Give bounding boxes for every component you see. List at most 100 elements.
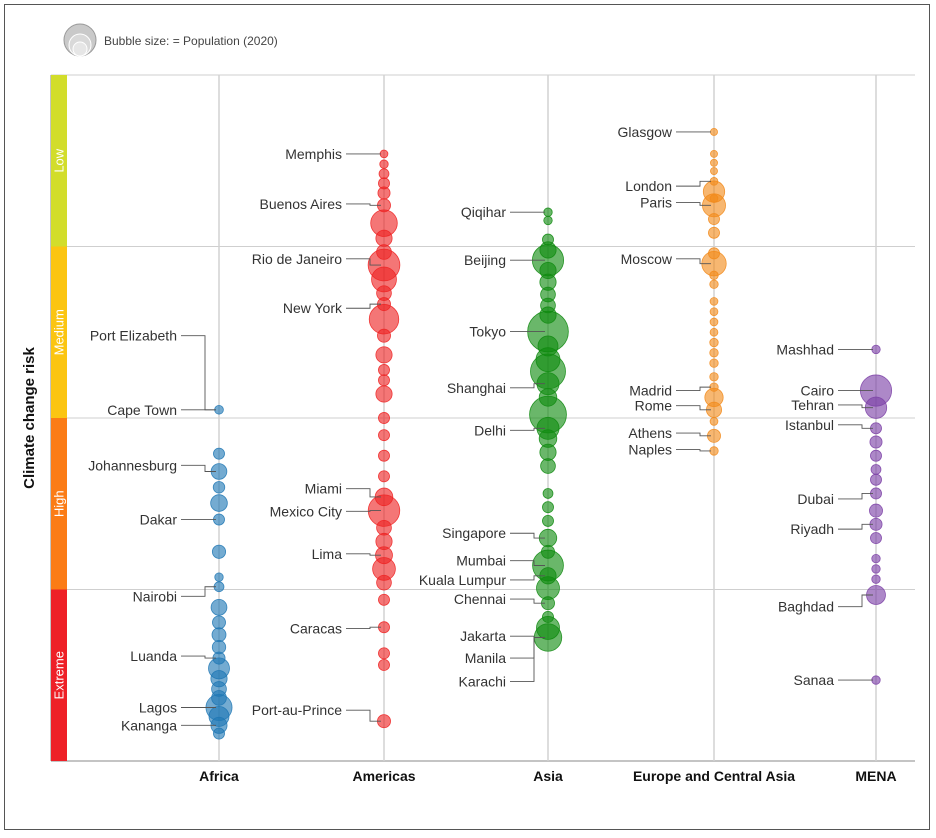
bubble	[708, 226, 720, 239]
bubble	[871, 553, 881, 564]
bubble	[709, 358, 719, 368]
bubble	[710, 167, 718, 175]
bubble	[709, 270, 719, 280]
leader-line	[510, 598, 545, 604]
city-label: Madrid	[629, 383, 672, 399]
leader-line	[346, 626, 381, 630]
city-label: Dubai	[797, 491, 834, 507]
bubble	[376, 519, 392, 536]
city-label: Mexico City	[270, 503, 342, 519]
city-label: Cape Town	[107, 402, 177, 418]
region-label: Africa	[199, 768, 239, 784]
region-label: Americas	[352, 768, 415, 784]
bubble	[869, 503, 883, 518]
bubble	[213, 447, 225, 460]
bubble	[869, 435, 883, 449]
city-label: Manila	[465, 650, 506, 666]
risk-bands: Low Medium High Extreme	[51, 75, 67, 761]
bubble	[376, 244, 392, 260]
band-label-low: Low	[52, 148, 67, 172]
leader-line	[676, 405, 711, 411]
city-label: Buenos Aires	[260, 196, 343, 212]
bubble	[709, 177, 719, 186]
bubble	[378, 647, 390, 660]
bubble	[375, 229, 393, 247]
bubble	[710, 149, 718, 158]
city-label: Lagos	[139, 699, 177, 715]
leader-line	[346, 488, 381, 498]
leader-line	[181, 586, 216, 597]
bubble	[378, 374, 390, 387]
leader-line	[676, 202, 711, 206]
bubble	[709, 307, 719, 316]
bubble	[375, 346, 393, 364]
leader-line	[510, 560, 545, 566]
bubble	[709, 327, 719, 337]
bubble	[542, 501, 554, 514]
leader-line	[346, 258, 381, 266]
band-high	[51, 418, 67, 590]
city-label: Kuala Lumpur	[419, 572, 507, 588]
bubble	[871, 574, 881, 584]
chart-frame	[4, 4, 930, 830]
leader-line	[181, 464, 216, 472]
bubble	[375, 532, 393, 551]
bubble	[543, 207, 553, 217]
leader-line	[838, 424, 873, 429]
band-low	[51, 75, 67, 247]
city-label: Sanaa	[794, 672, 835, 688]
leader-line	[676, 449, 711, 452]
city-label: Qiqihar	[461, 204, 506, 220]
leader-line	[181, 335, 216, 411]
city-label: Nairobi	[133, 588, 177, 604]
y-axis-title: Climate change risk	[21, 346, 38, 488]
city-label: Miami	[305, 481, 342, 497]
leader-line	[510, 532, 545, 539]
bubble	[540, 297, 556, 314]
bubble	[375, 385, 393, 403]
leader-line	[676, 386, 711, 392]
city-label: Singapore	[442, 525, 506, 541]
bubble	[542, 233, 554, 246]
region-bubbles-0	[205, 404, 233, 740]
bubble	[710, 158, 718, 167]
leader-line	[181, 655, 216, 659]
bubble	[214, 572, 224, 582]
bubble	[211, 690, 227, 706]
bubble	[379, 159, 389, 169]
city-label: Delhi	[474, 422, 506, 438]
bubble	[378, 168, 390, 180]
bubble	[541, 544, 555, 559]
leader-line	[510, 427, 545, 431]
bubble	[542, 610, 554, 623]
bubble	[378, 470, 390, 483]
band-label-extreme: Extreme	[52, 651, 67, 699]
leader-line	[838, 523, 873, 530]
city-label: Luanda	[130, 648, 177, 664]
bubble	[378, 659, 390, 671]
leader-line	[510, 637, 545, 682]
bubble	[709, 279, 719, 289]
legend-bubble-small	[72, 41, 88, 57]
bubble	[709, 417, 719, 426]
leader-line	[838, 404, 873, 409]
city-label: Mashhad	[776, 341, 834, 357]
bubble	[376, 574, 392, 591]
city-label: Dakar	[140, 512, 178, 528]
bubbles	[205, 127, 893, 740]
city-label: Chennai	[454, 591, 506, 607]
region-labels: Africa Americas Asia Europe and Central Asi…	[199, 768, 896, 784]
band-medium	[51, 246, 67, 418]
region-bubbles-2	[527, 207, 569, 652]
city-label: Jakarta	[460, 628, 506, 644]
city-label: Moscow	[621, 251, 673, 267]
city-label: Baghdad	[778, 599, 834, 615]
city-label: Kananga	[121, 717, 177, 733]
bubble	[378, 449, 390, 462]
bubble	[212, 615, 226, 630]
city-label: Riyadh	[790, 521, 834, 537]
bubble	[539, 443, 557, 461]
bubble	[543, 215, 553, 226]
city-label: Port-au-Prince	[252, 702, 342, 718]
bubble	[537, 335, 559, 357]
